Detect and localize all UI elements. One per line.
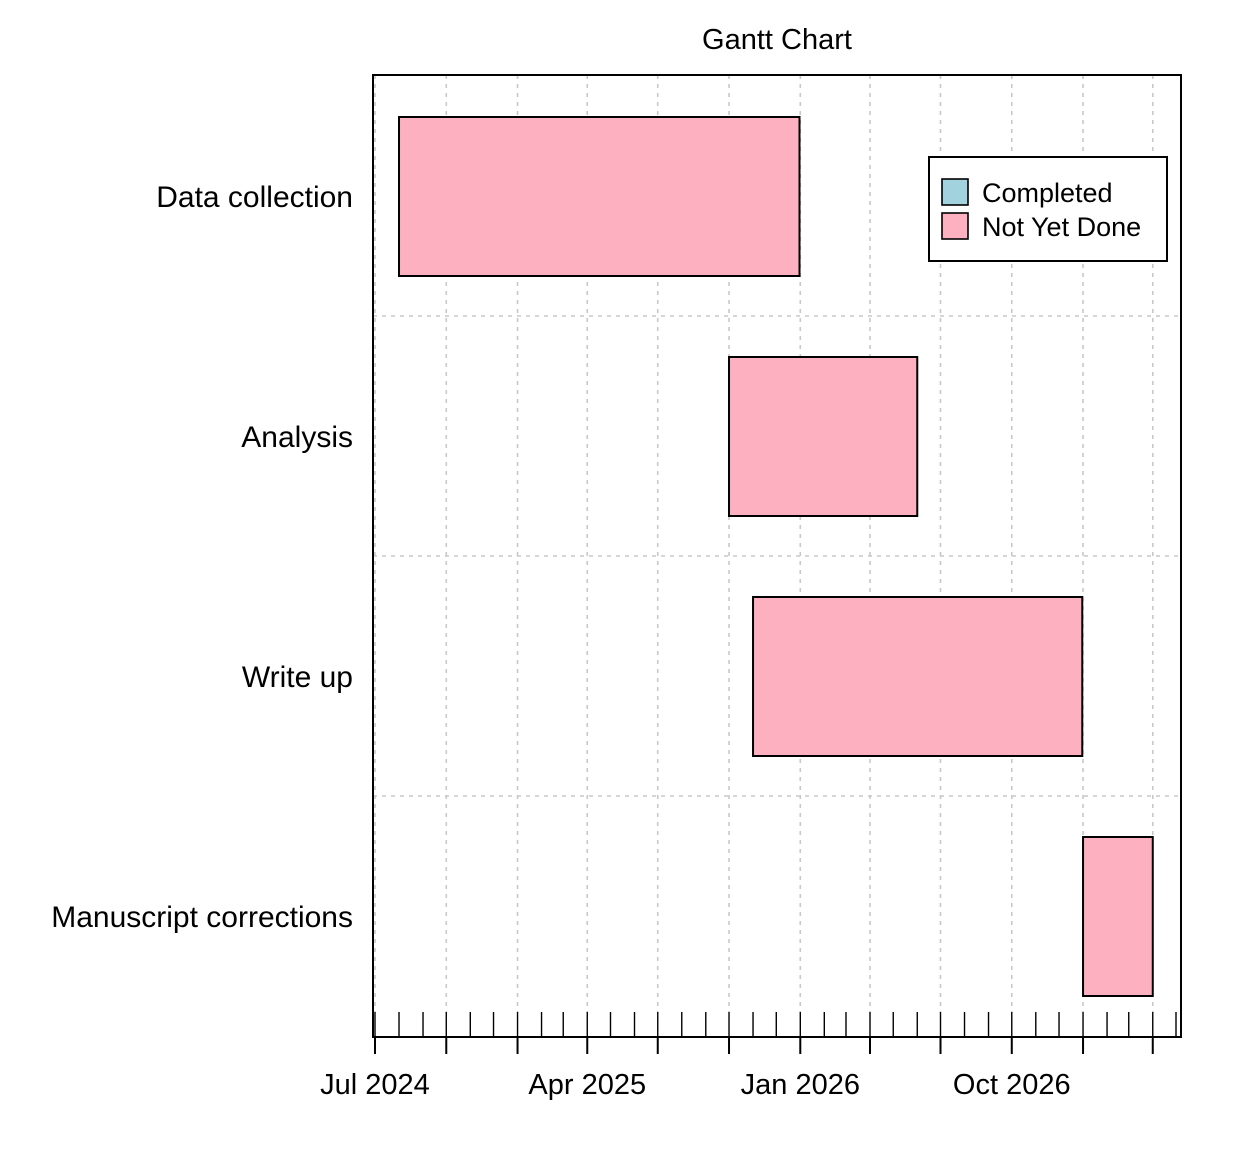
x-tick-label: Oct 2026 <box>953 1069 1071 1101</box>
task-bars <box>398 116 1154 997</box>
task-bar <box>728 356 919 517</box>
task-label: Write up <box>242 661 353 694</box>
task-bar <box>752 596 1084 757</box>
task-bar <box>398 116 801 277</box>
task-label: Data collection <box>156 181 353 214</box>
legend: Completed Not Yet Done <box>928 156 1168 262</box>
legend-box <box>928 156 1168 262</box>
legend-swatch <box>941 212 969 240</box>
task-labels: Data collection Analysis Write up Manuscrip… <box>51 181 353 934</box>
task-label: Manuscript corrections <box>51 901 353 934</box>
legend-label: Not Yet Done <box>982 212 1141 242</box>
x-axis: Jul 2024 Apr 2025 Jan 2026 Oct 2026 <box>320 1012 1177 1101</box>
chart-title: Gantt Chart <box>702 24 852 56</box>
task-label: Analysis <box>241 421 353 454</box>
task-bar <box>1082 836 1154 997</box>
x-tick-label: Apr 2025 <box>528 1069 646 1101</box>
x-tick-label: Jul 2024 <box>320 1069 430 1101</box>
plot-frame <box>372 74 1182 1038</box>
legend-swatch <box>941 178 969 206</box>
x-tick-label: Jan 2026 <box>741 1069 860 1101</box>
legend-label: Completed <box>982 178 1113 208</box>
